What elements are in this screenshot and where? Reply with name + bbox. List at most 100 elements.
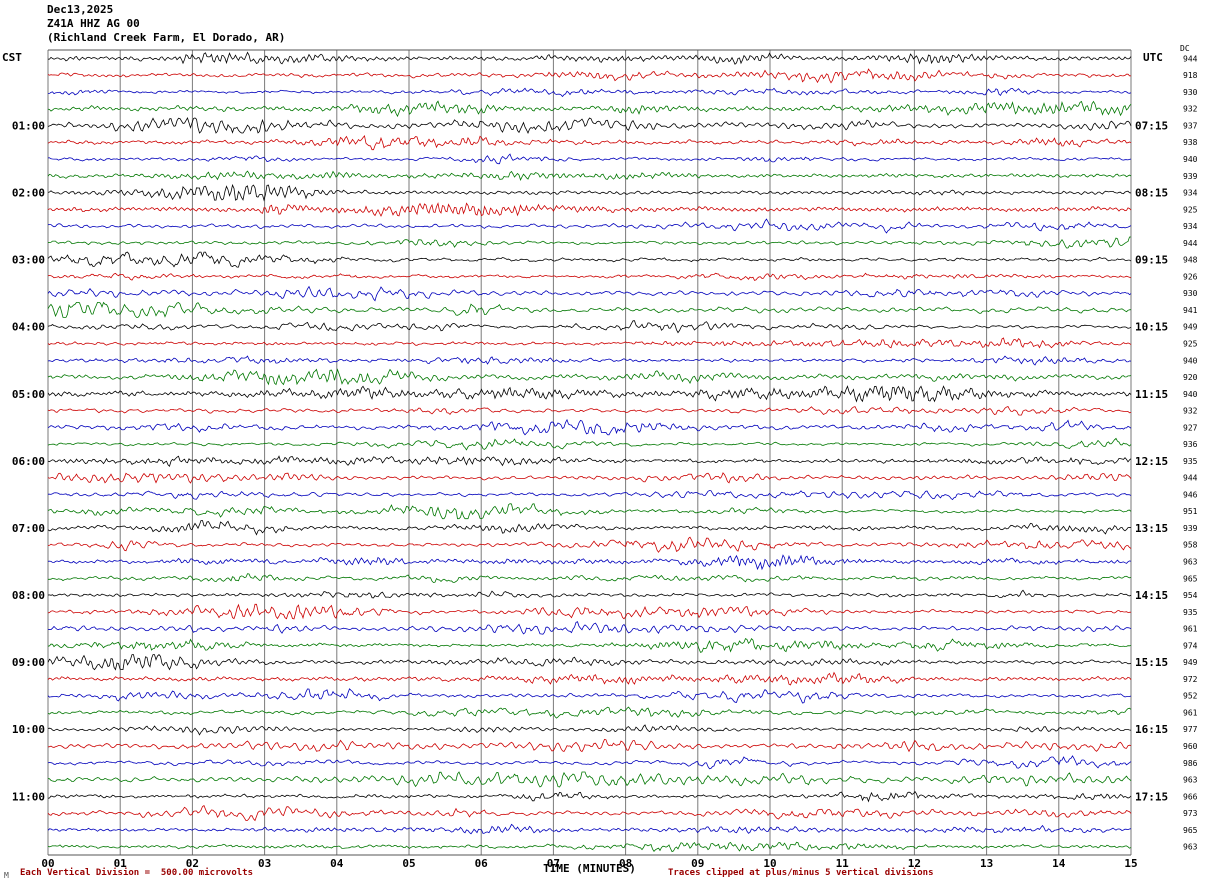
trace-row — [47, 135, 1132, 151]
minute-tick-label: 10 — [763, 857, 776, 870]
left-time-label: 01:00 — [12, 119, 45, 132]
dc-value: 932 — [1183, 105, 1198, 114]
minute-tick-label: 06 — [475, 857, 489, 870]
left-time-label: 07:00 — [12, 522, 45, 535]
minute-tick-label: 00 — [41, 857, 54, 870]
dc-value: 954 — [1183, 591, 1198, 600]
dc-value: 918 — [1183, 71, 1198, 80]
trace-row — [47, 301, 1132, 318]
trace-row — [47, 790, 1132, 803]
trace-row — [47, 236, 1131, 249]
trace-row — [47, 738, 1132, 753]
header-location: (Richland Creek Farm, El Dorado, AR) — [47, 31, 286, 44]
dc-value: 974 — [1183, 641, 1198, 650]
trace-row — [47, 455, 1132, 468]
trace-row — [47, 368, 1132, 386]
trace-row — [47, 621, 1132, 635]
x-axis-title: TIME (MINUTES) — [543, 862, 636, 875]
trace-row — [47, 805, 1132, 822]
corner-mark: M — [4, 871, 9, 880]
dc-value: 961 — [1183, 625, 1198, 634]
dc-value: 935 — [1183, 608, 1198, 617]
trace-row — [47, 823, 1132, 835]
trace-row — [47, 405, 1132, 416]
right-time-label: 17:15 — [1135, 790, 1168, 803]
dc-value: 927 — [1183, 423, 1198, 432]
footer-scale-note: Each Vertical Division = 500.00 microvol… — [20, 868, 253, 878]
dc-value: 941 — [1183, 306, 1198, 315]
trace-row — [47, 536, 1132, 553]
trace-row — [47, 554, 1132, 571]
trace-row — [47, 654, 1132, 671]
minute-tick-label: 05 — [402, 857, 415, 870]
dc-value: 963 — [1183, 776, 1198, 785]
dc-value: 940 — [1183, 155, 1198, 164]
trace-row — [47, 771, 1132, 788]
right-time-label: 16:15 — [1135, 723, 1168, 736]
dc-value: 940 — [1183, 356, 1198, 365]
trace-row — [47, 503, 1132, 520]
trace-row — [48, 573, 1132, 584]
dc-value: 936 — [1183, 440, 1198, 449]
left-time-label: 02:00 — [12, 187, 45, 200]
dc-value: 961 — [1183, 708, 1198, 717]
footer-clip-note: Traces clipped at plus/minus 5 vertical … — [668, 868, 934, 878]
dc-value: 949 — [1183, 323, 1198, 332]
dc-value: 944 — [1183, 54, 1198, 63]
dc-value: 948 — [1183, 256, 1198, 265]
dc-value: 930 — [1183, 88, 1198, 97]
trace-row — [47, 87, 1132, 98]
trace-row — [47, 385, 1132, 403]
dc-value: 963 — [1183, 558, 1198, 567]
right-time-label: 14:15 — [1135, 589, 1168, 602]
trace-row — [47, 638, 1132, 653]
trace-row — [47, 202, 1132, 217]
trace-row — [47, 117, 1132, 135]
dc-value: 944 — [1183, 239, 1198, 248]
trace-row — [47, 68, 1132, 84]
dc-value: 926 — [1183, 272, 1198, 281]
dc-value: 986 — [1183, 759, 1198, 768]
minute-tick-label: 13 — [980, 857, 993, 870]
minute-tick-label: 09 — [691, 857, 704, 870]
trace-row — [47, 153, 1132, 165]
minute-tick-label: 08 — [619, 857, 632, 870]
dc-value: 952 — [1183, 692, 1198, 701]
dc-value: 965 — [1183, 574, 1198, 583]
trace-row — [47, 520, 1132, 536]
left-time-label: 11:00 — [12, 790, 45, 803]
minute-tick-label: 11 — [836, 857, 850, 870]
trace-row — [47, 320, 1132, 334]
right-time-label: 07:15 — [1135, 119, 1168, 132]
minute-tick-label: 04 — [330, 857, 344, 870]
left-time-label: 10:00 — [12, 723, 45, 736]
trace-row — [47, 589, 1132, 599]
trace-row — [47, 100, 1132, 118]
dc-value: 932 — [1183, 407, 1198, 416]
minute-tick-label: 02 — [186, 857, 199, 870]
dc-value: 938 — [1183, 138, 1198, 147]
left-time-label: 06:00 — [12, 455, 45, 468]
minute-tick-label: 03 — [258, 857, 271, 870]
dc-value: 934 — [1183, 189, 1198, 198]
right-time-label: 11:15 — [1135, 388, 1168, 401]
trace-row — [47, 337, 1132, 349]
dc-value: 977 — [1183, 725, 1198, 734]
dc-value: 963 — [1183, 843, 1198, 852]
dc-value: 946 — [1183, 490, 1198, 499]
left-axis-label: CST — [2, 51, 22, 64]
dc-value: 925 — [1183, 339, 1198, 348]
trace-row — [47, 688, 1132, 704]
right-time-label: 15:15 — [1135, 656, 1168, 669]
trace-row — [47, 472, 1132, 484]
trace-row — [47, 251, 1132, 268]
dc-value: 934 — [1183, 222, 1198, 231]
trace-row — [47, 706, 1132, 719]
right-time-label: 08:15 — [1135, 187, 1168, 200]
left-time-label: 08:00 — [12, 589, 45, 602]
trace-row — [47, 170, 1132, 181]
dc-value: 944 — [1183, 474, 1198, 483]
dc-value: 949 — [1183, 658, 1198, 667]
minute-tick-label: 12 — [908, 857, 921, 870]
